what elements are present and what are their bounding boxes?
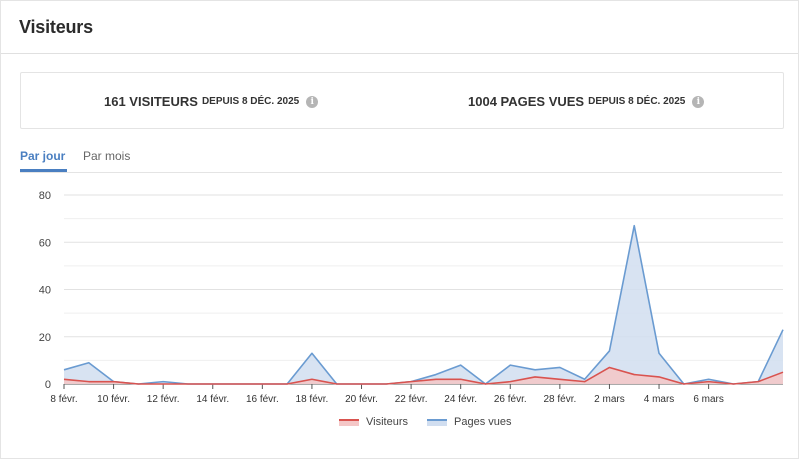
- x-tick-label: 8 févr.: [50, 394, 77, 405]
- tab-per-day[interactable]: Par jour: [20, 149, 66, 163]
- legend-label: Pages vues: [454, 416, 512, 428]
- pageviews-stat: 1004 PAGES VUES DEPUIS 8 DÉC. 2025 i: [468, 94, 705, 109]
- x-tick-label: 4 mars: [644, 394, 675, 405]
- legend-label: Visiteurs: [366, 416, 408, 428]
- x-tick-label: 16 févr.: [246, 394, 279, 405]
- visitors-chart: 0 20 40 60 80 8 févr. 10 févr. 12 févr. 14 févr.…: [39, 190, 784, 428]
- x-tick-label: 20 févr.: [345, 394, 378, 405]
- x-tick-label: 10 févr.: [97, 394, 130, 405]
- x-tick-label: 24 févr.: [444, 394, 477, 405]
- y-tick-label: 20: [39, 332, 51, 344]
- series-area-pages-vues: [64, 225, 783, 384]
- y-tick-label: 80: [39, 190, 51, 202]
- series-line-visiteurs: [63, 366, 784, 385]
- y-tick-label: 60: [39, 237, 51, 249]
- x-tick-label: 12 févr.: [147, 394, 180, 405]
- info-icon[interactable]: i: [692, 95, 705, 108]
- legend-swatch: [339, 420, 359, 426]
- x-tick-label: 2 mars: [594, 394, 625, 405]
- visitors-count: 161 VISITEURS: [104, 94, 198, 109]
- visitors-stat: 161 VISITEURS DEPUIS 8 DÉC. 2025 i: [104, 94, 319, 109]
- x-tick-label: 14 févr.: [196, 394, 229, 405]
- x-tick-label: 6 mars: [693, 394, 724, 405]
- period-tabs: Par jour Par mois: [20, 146, 782, 173]
- panel-title: Visiteurs: [19, 16, 93, 37]
- x-tick-label: 22 févr.: [395, 394, 428, 405]
- x-tick-label: 18 févr.: [296, 394, 329, 405]
- panel-header: Visiteurs: [1, 1, 798, 54]
- visitors-since: DEPUIS 8 DÉC. 2025: [201, 96, 300, 107]
- tab-per-month[interactable]: Par mois: [83, 149, 131, 163]
- info-icon[interactable]: i: [306, 95, 319, 108]
- y-tick-label: 40: [39, 285, 51, 297]
- y-tick-label: 0: [45, 379, 51, 391]
- x-tick-label: 26 févr.: [494, 394, 527, 405]
- active-tab-indicator: [20, 169, 67, 172]
- legend-swatch: [427, 420, 447, 426]
- pageviews-since: DEPUIS 8 DÉC. 2025: [588, 96, 686, 107]
- pageviews-count: 1004 PAGES VUES: [468, 94, 585, 109]
- x-tick-label: 28 févr.: [543, 394, 576, 405]
- stats-box: 161 VISITEURS DEPUIS 8 DÉC. 2025 i 1004 …: [20, 72, 784, 129]
